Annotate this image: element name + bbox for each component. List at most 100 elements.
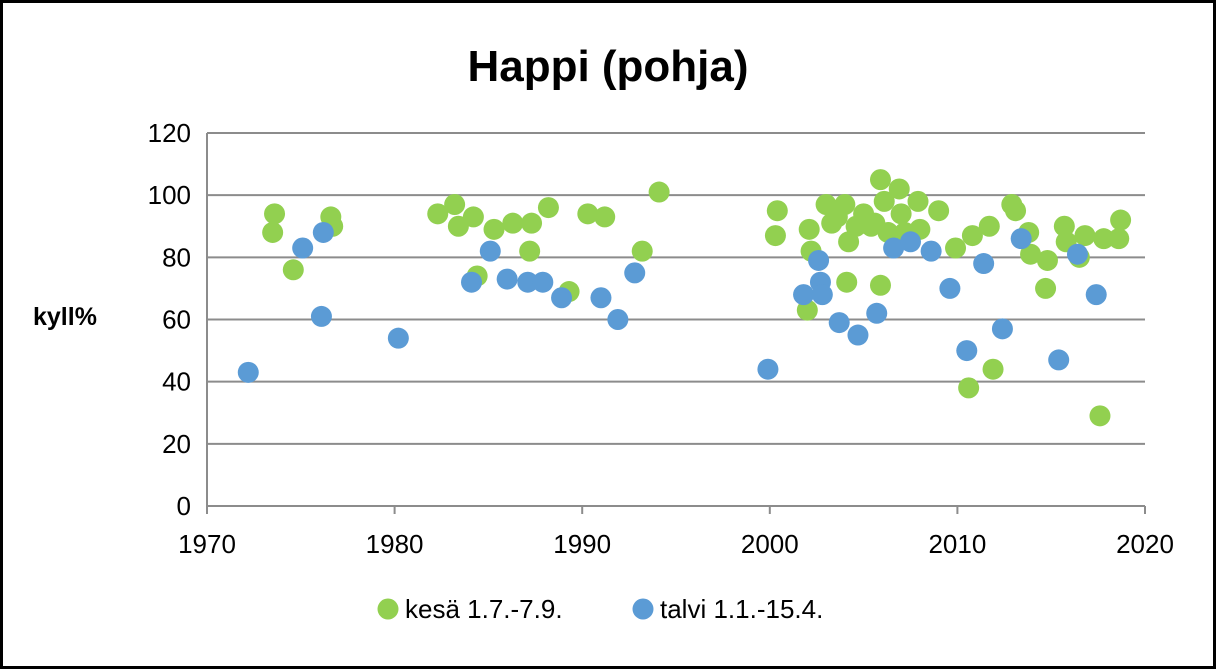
kesa-point-19 [648,181,670,203]
gridlines [207,132,1145,445]
kesa-point-30 [836,271,858,293]
talvi-point-18 [811,284,833,306]
kesa-point-51 [1005,200,1027,222]
kesa-point-6 [444,193,466,215]
kesa-point-49 [982,358,1004,380]
kesa-point-39 [888,178,910,200]
talvi-point-10 [551,287,573,309]
kesa-point-60 [1089,405,1111,427]
kesa-point-40 [890,203,912,225]
kesa-point-63 [1108,228,1130,250]
x-tick-label: 2000 [741,529,799,559]
kesa-point-44 [928,200,950,222]
kesa-point-0 [264,203,286,225]
talvi-point-23 [900,231,921,253]
kesa-point-47 [961,225,983,247]
talvi-point-0 [237,361,259,383]
y-tick-label: 60 [162,305,191,335]
legend-label-talvi: talvi 1.1.-15.4. [660,594,823,624]
x-tick-label: 1980 [366,529,424,559]
kesa-point-29 [838,231,860,253]
tick-labels: 0 20 40 60 80 100 120 1970 1980 1990 2000 2010 2020 [148,118,1174,559]
talvi-point-22 [883,237,905,259]
kesa-point-8 [462,206,484,228]
talvi-point-3 [312,221,334,243]
kesa-point-38 [869,274,891,296]
kesa-point-23 [798,218,820,240]
talvi-point-24 [920,240,942,262]
y-tick-label: 40 [162,367,191,397]
talvi-point-21 [866,302,888,324]
talvi-point-31 [1066,243,1088,265]
kesa-point-7 [447,215,469,237]
x-tick-label: 1990 [553,529,611,559]
talvi-point-19 [828,312,850,334]
kesa-point-17 [594,206,616,228]
kesa-point-13 [519,240,541,262]
kesa-point-16 [577,203,599,225]
legend: kesä 1.7.-7.9. talvi 1.1.-15.4. [377,594,823,624]
talvi-point-25 [939,277,961,299]
talvi-point-12 [607,309,629,330]
kesa-point-56 [1053,215,1075,237]
talvi-point-6 [479,240,501,262]
kesa-point-54 [1036,249,1058,271]
talvi-point-8 [517,271,539,293]
talvi-point-4 [387,327,409,349]
scatter-chart: Happi (pohja) kyll% 0 20 40 60 80 100 120 1970 1… [33,42,1174,624]
kesa-point-5 [427,203,449,225]
kesa-point-2 [282,259,304,281]
chart-title: Happi (pohja) [467,42,748,91]
talvi-point-27 [973,253,995,275]
y-tick-label: 20 [162,429,191,459]
legend-label-kesa: kesä 1.7.-7.9. [405,594,563,624]
kesa-point-62 [1110,209,1132,231]
kesa-point-42 [907,190,929,212]
kesa-point-48 [978,215,1000,237]
y-tick-label: 0 [177,491,191,521]
talvi-point-28 [991,318,1013,340]
kesa-point-55 [1035,277,1057,299]
kesa-point-12 [521,212,543,234]
kesa-point-20 [764,225,786,247]
talvi-point-11 [590,287,612,309]
talvi-point-1 [292,237,314,259]
talvi-point-13 [624,262,646,284]
data-points [237,169,1132,427]
x-tick-label: 2010 [928,529,986,559]
kesa-point-11 [502,212,524,234]
talvi-point-29 [1010,228,1032,250]
talvi-point-14 [757,358,779,380]
talvi-point-5 [461,271,483,293]
legend-marker-talvi [632,598,654,620]
talvi-point-15 [793,284,815,306]
y-tick-label: 120 [148,118,191,148]
x-tick-label: 2020 [1116,529,1174,559]
talvi-point-20 [847,324,869,346]
kesa-point-36 [873,190,895,212]
kesa-point-10 [483,218,505,240]
talvi-point-32 [1085,284,1107,306]
y-tick-label: 80 [162,242,191,272]
kesa-point-21 [766,200,788,222]
kesa-point-1 [262,221,284,243]
x-tick-label: 1970 [178,529,236,559]
axes [206,133,1146,514]
kesa-point-28 [834,193,856,215]
talvi-point-16 [808,249,830,271]
kesa-point-61 [1093,228,1115,250]
talvi-point-9 [532,271,554,293]
talvi-point-26 [956,340,978,362]
talvi-point-2 [310,305,332,327]
kesa-point-18 [631,240,653,262]
kesa-point-45 [945,237,967,259]
talvi-point-30 [1048,349,1070,371]
talvi-point-7 [496,268,518,290]
kesa-point-46 [958,377,980,399]
kesa-point-59 [1074,225,1096,247]
kesa-point-53 [1020,243,1042,265]
legend-marker-kesa [377,598,399,620]
y-axis-label: kyll% [33,303,97,331]
kesa-point-14 [537,197,559,219]
